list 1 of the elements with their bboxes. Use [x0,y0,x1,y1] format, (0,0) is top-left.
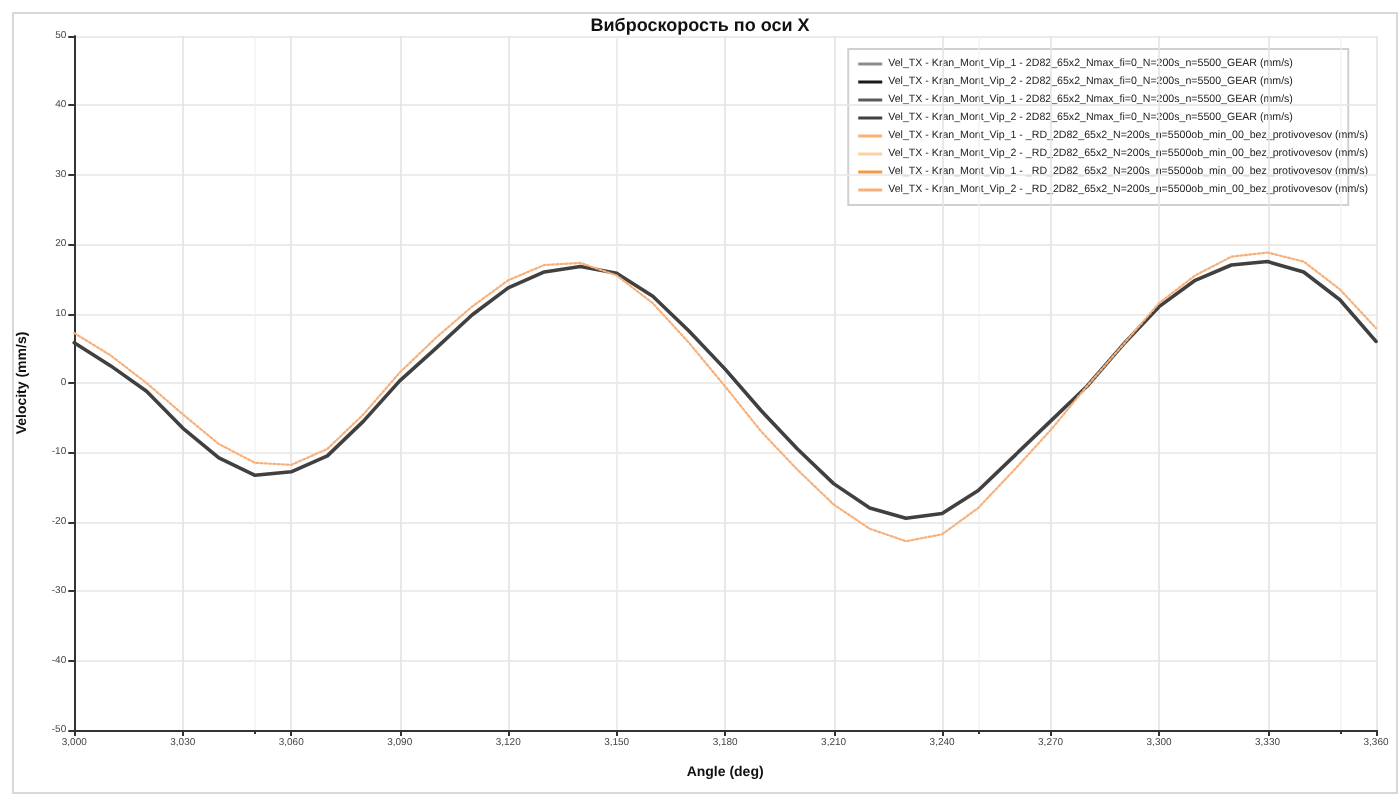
chart-title: Виброскорость по оси X [590,15,810,35]
